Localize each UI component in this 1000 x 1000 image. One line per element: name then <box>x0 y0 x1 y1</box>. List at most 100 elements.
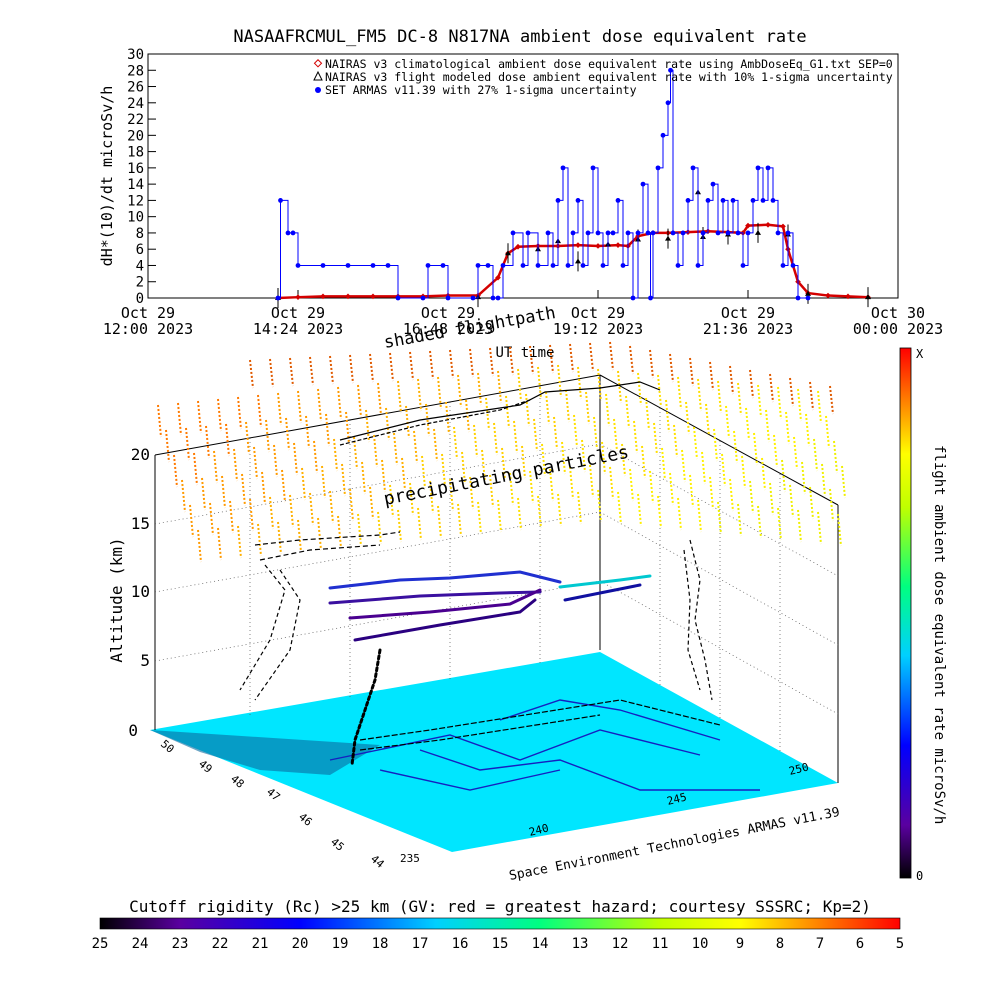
particle-streak <box>449 478 454 512</box>
particle-streak <box>637 372 642 406</box>
particle-streak <box>233 448 238 482</box>
particle-streak <box>569 343 574 373</box>
particle-streak <box>401 457 406 491</box>
rigidity-tick-label: 9 <box>736 936 744 952</box>
armas-point <box>790 263 796 268</box>
rigidity-tick-label: 25 <box>92 936 109 952</box>
particle-streak <box>785 411 790 445</box>
particle-streak <box>705 403 710 437</box>
y-tick-label: 2 <box>136 275 144 291</box>
x-tick-label-date: Oct 30 <box>871 304 925 322</box>
particle-streak <box>157 404 162 438</box>
particle-streak <box>577 491 582 525</box>
particles-annotation: precipitating particles <box>382 442 631 510</box>
particle-streak <box>433 428 438 462</box>
particle-streak <box>293 442 298 476</box>
particle-streak <box>709 361 714 391</box>
particle-streak <box>625 395 630 429</box>
particle-streak <box>473 424 478 458</box>
y-tick: 49 <box>196 757 215 775</box>
particle-streak <box>229 500 234 534</box>
armas-point <box>605 230 611 236</box>
particle-streak <box>417 507 422 541</box>
nairas-flight-point <box>575 258 581 264</box>
armas-point <box>560 165 566 171</box>
particle-streak <box>541 443 546 477</box>
particle-streak <box>665 399 670 433</box>
particle-streak <box>713 428 718 462</box>
armas-point <box>715 230 721 236</box>
x-tick-label-time: 16:48 2023 <box>403 320 493 338</box>
rigidity-tick-label: 11 <box>652 936 669 952</box>
particle-streak <box>569 466 574 500</box>
x-axis-label: UT time <box>495 345 554 361</box>
armas-point <box>495 295 501 301</box>
particle-streak <box>549 344 554 374</box>
armas-point <box>575 198 581 203</box>
particle-streak <box>741 455 746 489</box>
particle-streak <box>321 465 326 499</box>
rigidity-tick-label: 17 <box>412 936 429 952</box>
particle-streak <box>761 457 766 491</box>
particle-streak <box>369 486 374 520</box>
rigidity-tick-label: 18 <box>372 936 389 952</box>
precipitating-particles <box>157 341 846 563</box>
particle-streak <box>777 386 782 420</box>
particle-streak <box>645 397 650 431</box>
armas-point <box>710 181 716 187</box>
y-tick-label: 26 <box>127 80 144 96</box>
particle-streak <box>445 401 450 435</box>
legend-label: SET ARMAS v11.39 with 27% 1-sigma uncert… <box>325 83 637 97</box>
armas-point <box>785 230 791 236</box>
rigidity-tick-label: 23 <box>172 936 189 952</box>
particle-streak <box>225 423 230 457</box>
particle-streak <box>789 377 794 407</box>
armas-point <box>500 263 506 268</box>
armas-point <box>765 165 771 171</box>
particle-streak <box>385 407 390 441</box>
particle-streak <box>621 443 626 477</box>
particle-streak <box>817 511 822 545</box>
particle-streak <box>649 470 654 504</box>
particle-streak <box>437 505 442 539</box>
armas-point <box>440 263 446 268</box>
armas-point <box>475 263 481 268</box>
armas-point <box>425 263 431 268</box>
particle-streak <box>177 402 182 436</box>
particle-streak <box>673 424 678 458</box>
armas-line <box>278 69 808 299</box>
3d-box-frame <box>154 374 839 783</box>
particle-streak <box>545 391 550 425</box>
armas-point <box>520 263 526 268</box>
particle-streak <box>533 418 538 452</box>
plot-frame <box>147 53 899 299</box>
particle-streak <box>217 398 222 432</box>
x-tick: 240 <box>528 821 550 838</box>
particle-streak <box>757 384 762 418</box>
legend-marker <box>315 87 321 93</box>
particle-streak <box>197 400 202 434</box>
particle-streak <box>733 430 738 464</box>
rigidity-colorbar-title: Cutoff rigidity (Rc) >25 km (GV: red = g… <box>129 897 871 916</box>
particle-streak <box>273 444 278 478</box>
y-tick-label: 0 <box>136 291 144 307</box>
rigidity-tick-label: 16 <box>452 936 469 952</box>
armas-point <box>295 263 301 268</box>
particle-streak <box>549 468 554 502</box>
armas-point <box>775 230 781 236</box>
particle-streak <box>529 470 534 504</box>
particle-streak <box>513 420 518 454</box>
particle-streak <box>361 461 366 495</box>
particle-streak <box>477 372 482 406</box>
armas-point <box>535 263 541 268</box>
armas-point <box>565 263 571 268</box>
particle-streak <box>209 502 214 536</box>
particle-streak <box>653 422 658 456</box>
particle-streak <box>365 409 370 443</box>
particle-streak <box>453 426 458 460</box>
particle-streak <box>373 434 378 468</box>
particle-streak <box>221 475 226 509</box>
armas-point <box>630 295 636 301</box>
particle-streak <box>245 421 250 455</box>
particle-streak <box>185 427 190 461</box>
